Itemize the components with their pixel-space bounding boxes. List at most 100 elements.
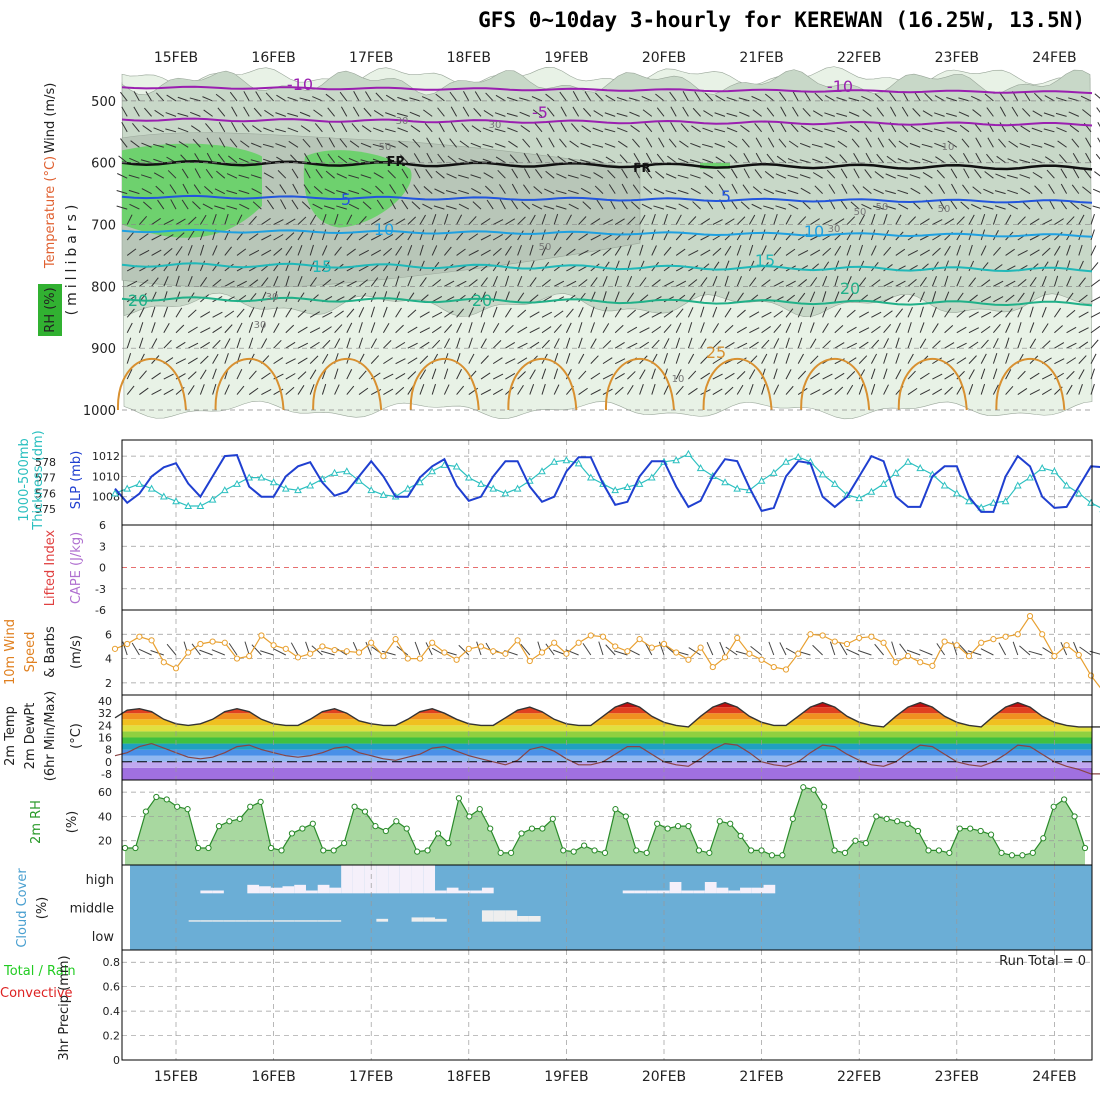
wind-barb — [602, 247, 612, 256]
wind-barb — [658, 122, 665, 133]
wind-barb — [177, 96, 189, 102]
thickness-label: 1000-500mb — [17, 438, 32, 522]
wind-barb — [994, 205, 1006, 210]
wind-barb — [944, 342, 955, 349]
wind-barb — [871, 311, 882, 318]
rh2m-line-point — [810, 786, 817, 793]
wind-barb — [604, 128, 616, 133]
wind10-speed-line-point — [697, 644, 704, 651]
wind-barb — [1029, 277, 1037, 287]
wind-barb — [895, 308, 904, 318]
wind-barb — [360, 174, 372, 179]
wind10-speed-line-point — [136, 633, 143, 640]
wind-barb — [273, 276, 279, 287]
wind-barb — [153, 143, 164, 148]
wind10-barb — [1089, 650, 1100, 655]
wind-barb — [181, 199, 189, 210]
wind-barb — [117, 173, 128, 179]
wind-barb — [678, 203, 689, 210]
wind10-unit: (m/s) — [69, 635, 84, 669]
wind-barb — [529, 294, 539, 303]
wind-barb — [407, 357, 418, 365]
wind-barb — [206, 137, 214, 148]
rh2m-line-point — [841, 849, 849, 856]
wind-barb — [139, 370, 147, 380]
dewpoint-line — [114, 742, 1100, 775]
wind-barb — [871, 279, 881, 287]
wind-barb — [1017, 322, 1022, 333]
wind-barb — [690, 142, 701, 148]
wind-barb — [468, 337, 473, 349]
rh2m-line-point — [528, 825, 536, 832]
wind-barb — [910, 125, 921, 133]
wind-barb — [895, 294, 905, 303]
wind-barb — [543, 205, 555, 210]
wind-barb — [456, 231, 465, 241]
wind-barb — [898, 140, 909, 148]
wind-barb — [238, 189, 250, 195]
isotherm-25 — [214, 357, 285, 411]
wind-barb — [450, 106, 458, 117]
panel-frame — [121, 949, 1093, 1061]
wind-barb — [419, 260, 425, 272]
wind-barb — [992, 213, 998, 225]
wind-barb — [897, 189, 909, 195]
rh2m-line-point — [455, 795, 463, 802]
wind-barb — [602, 233, 613, 241]
wind-barb — [1078, 214, 1085, 225]
cloud-bar-high — [646, 890, 658, 894]
wind-barb — [1017, 337, 1022, 349]
rh2m-line-point — [153, 793, 160, 801]
wind-barb — [456, 308, 465, 318]
wind10-barb — [605, 644, 616, 656]
wind-barb — [139, 387, 149, 395]
wind-barb — [1019, 142, 1031, 148]
wind-barb — [248, 337, 254, 349]
wind10-speed-line-point — [185, 649, 192, 656]
wind-barb — [1020, 125, 1031, 133]
cloud-bar-middle — [481, 910, 494, 922]
wind-barb — [1034, 92, 1043, 102]
wind-barb — [961, 138, 970, 148]
wind10-barb — [706, 642, 714, 656]
wind-barb — [141, 188, 152, 195]
wind10-speed-line-point — [1051, 653, 1058, 660]
wind-barb — [1007, 158, 1018, 164]
wind-barb — [327, 153, 335, 164]
cloud-bar-high — [622, 890, 635, 894]
rh2m-line-point — [727, 820, 734, 827]
cloud-bar-high — [669, 882, 682, 894]
wind10-speed-line-point — [831, 638, 838, 645]
cloud-bar-high — [282, 886, 295, 894]
wind-barb — [553, 213, 559, 225]
wind-barb — [299, 97, 311, 102]
wind-barb — [578, 337, 583, 349]
wind-barb — [775, 173, 787, 179]
wind-barb — [321, 229, 327, 241]
wind-barb — [446, 173, 457, 179]
wind-barb — [383, 357, 393, 365]
wind-barb — [590, 234, 601, 241]
wind-barb — [506, 112, 518, 117]
rh2m-line-point — [560, 847, 567, 854]
wind-barb — [463, 91, 470, 102]
wind-barb — [494, 143, 506, 148]
wind-barb — [602, 340, 612, 349]
wind-barb — [1031, 127, 1043, 133]
wind-barb — [909, 142, 921, 148]
wind-barb — [1078, 384, 1083, 395]
rh2m-line-point — [184, 806, 191, 813]
wind-barb — [834, 342, 845, 349]
wind-barb — [736, 309, 746, 318]
wind-barb — [426, 152, 433, 163]
rh-contour-label: 30 — [266, 292, 279, 303]
wind-barb — [639, 341, 650, 349]
wind-barb — [239, 203, 250, 210]
wind-barb — [712, 219, 723, 225]
wind-barb — [485, 92, 494, 102]
isotherm-10 — [121, 228, 1093, 238]
wind-barb — [130, 140, 140, 148]
wind-barb — [224, 310, 235, 318]
wind-barb — [468, 265, 479, 272]
chart-title: GFS 0~10day 3-hourly for KEREWAN (16.25W… — [478, 8, 1085, 32]
